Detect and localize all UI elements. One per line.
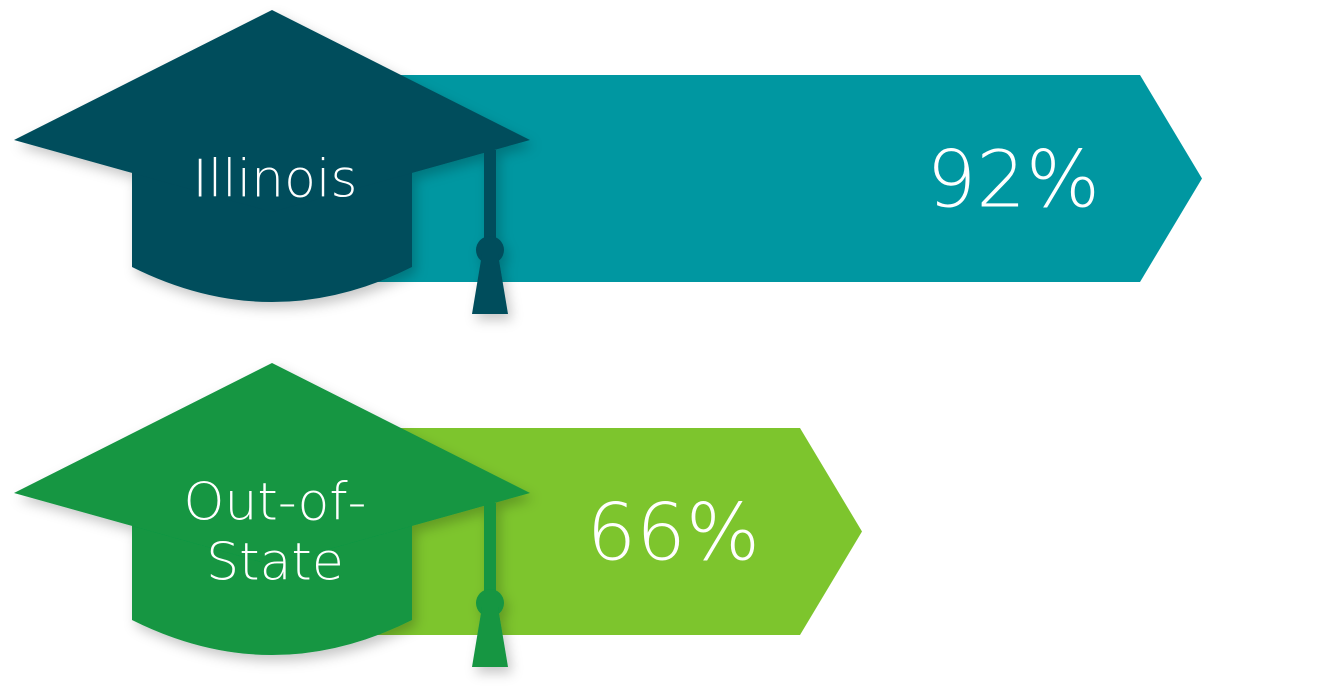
value-label-out-of-state: 66% — [587, 489, 760, 579]
row-illinois: 92% Illinois — [14, 10, 1202, 314]
graduation-cap-icon — [14, 363, 530, 667]
graduation-cap-icon — [14, 10, 530, 314]
category-label-out-of-state: Out-of-State — [184, 473, 367, 593]
row-out-of-state: 66% Out-of-State — [14, 363, 862, 667]
value-label-illinois: 92% — [927, 136, 1100, 226]
bar-illinois — [360, 75, 1202, 282]
category-label-illinois: Illinois — [193, 150, 358, 210]
